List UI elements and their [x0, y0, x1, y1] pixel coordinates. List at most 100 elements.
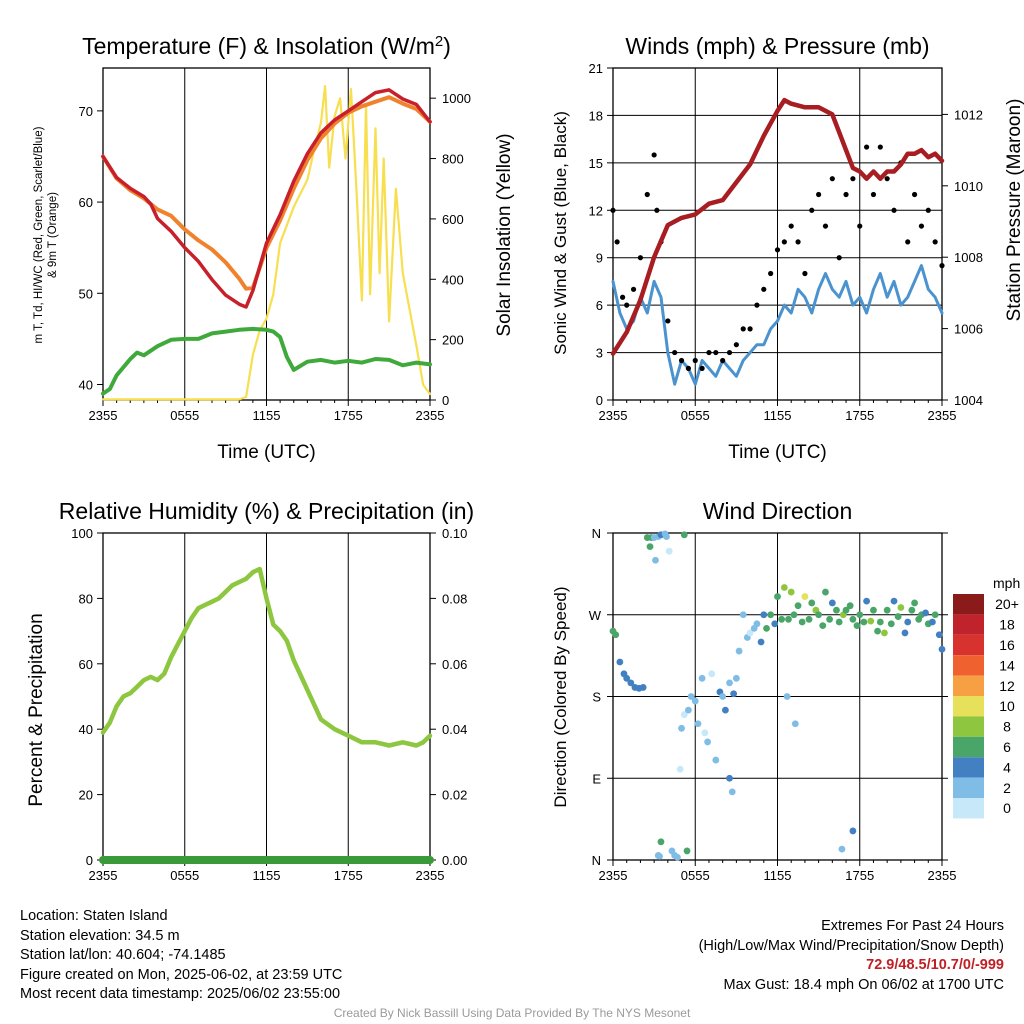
series-line [101, 84, 432, 401]
y2-tick-label: 1008 [954, 250, 983, 265]
gust-point [836, 255, 842, 261]
gust-point [870, 191, 877, 198]
y-tick-label: 20 [79, 788, 93, 803]
y2-tick-label: 800 [442, 152, 464, 167]
direction-point [680, 711, 688, 719]
gust-point [678, 357, 685, 364]
direction-point [708, 670, 716, 678]
y-tick-label: 80 [79, 591, 93, 606]
extremes-values: 72.9/48.5/10.7/0/-999 [866, 957, 1004, 973]
direction-point [908, 606, 916, 614]
legend-swatch [953, 614, 984, 635]
temperature-chart: 2355 0555 1155 1755 2355 Temperature (F) & In… [33, 33, 515, 464]
gust-point [795, 239, 801, 245]
direction-point [780, 584, 788, 591]
gust-point [802, 270, 808, 277]
y-tick-label: W [589, 608, 602, 623]
x-tick-label: 1755 [334, 408, 363, 423]
panel-title: Wind Direction [703, 498, 853, 524]
x-axis-label: Time (UTC) [217, 442, 316, 463]
direction-point [815, 611, 823, 619]
direction-point [646, 543, 654, 551]
direction-point [808, 599, 816, 607]
direction-point [870, 606, 877, 614]
gust-point [918, 223, 925, 229]
direction-point [828, 599, 836, 607]
direction-point [657, 838, 665, 846]
gust-point [720, 357, 726, 364]
y-tick-label: 0 [596, 393, 603, 408]
legend-swatch [953, 798, 984, 819]
winds-pressure-chart: 2355 0555 1155 1755 2355 Winds (mph) & Pressu… [551, 33, 1024, 463]
x-tick-label: 1755 [845, 408, 874, 423]
legend-label: 10 [999, 698, 1015, 714]
y2-tick-label: 0.06 [442, 657, 467, 672]
direction-point [819, 622, 827, 630]
direction-point [663, 533, 670, 541]
direction-point [822, 588, 829, 596]
data-timestamp: Most recent data timestamp: 2025/06/02 2… [20, 986, 341, 1002]
gust-point [651, 152, 657, 158]
series-line [100, 566, 433, 748]
station-elevation: Station elevation: 34.5 m [20, 927, 180, 944]
gust-point [809, 207, 815, 213]
y-axis-label-line1: m T, Td, HI/WC (Red, Green, Scarlet/Blue… [33, 126, 45, 343]
y-axis-label: Direction (Colored By Speed) [551, 586, 570, 807]
direction-point [931, 611, 939, 619]
legend-swatch [953, 777, 984, 798]
gust-point [822, 223, 829, 229]
direction-point [753, 620, 761, 628]
x-tick-label: 2355 [599, 868, 628, 883]
gust-point [733, 342, 739, 348]
y-tick-label: 9 [596, 251, 603, 266]
gust-point [706, 349, 712, 356]
y2-tick-label: 0.10 [442, 526, 467, 541]
direction-point [678, 724, 685, 732]
humidity-precip-chart: 2355 0555 1155 1755 2355 Relative Humidity (%… [26, 498, 474, 883]
x-tick-label: 2355 [89, 868, 118, 883]
direction-point [897, 604, 905, 611]
direction-point [726, 679, 733, 687]
direction-point [652, 556, 659, 564]
gust-point [829, 176, 835, 182]
y-tick-label: 40 [79, 722, 93, 737]
direction-point [929, 618, 936, 626]
direction-point [694, 720, 702, 728]
y-tick-label: E [592, 771, 601, 786]
direction-point [846, 602, 854, 610]
x-tick-label: 2355 [416, 408, 445, 423]
y2-tick-label: 1006 [954, 322, 983, 337]
direction-point [938, 645, 946, 653]
plot-frame [612, 67, 943, 401]
legend-label: 16 [999, 637, 1015, 653]
credit-line: Created By Nick Bassill Using Data Provi… [333, 1006, 691, 1020]
extremes-subtitle: (High/Low/Max Wind/Precipitation/Snow De… [698, 937, 1004, 954]
direction-point [722, 706, 729, 714]
y2-tick-label: 600 [442, 212, 464, 227]
direction-point [935, 631, 943, 639]
direction-point [849, 615, 857, 623]
direction-point [639, 684, 647, 691]
y-tick-label: 6 [596, 298, 603, 313]
gust-point [768, 270, 774, 277]
figure-created: Figure created on Mon, 2025-06-02, at 23… [20, 966, 343, 983]
gust-point [637, 255, 644, 261]
direction-point [887, 620, 895, 628]
x-tick-label: 2355 [416, 868, 445, 883]
panel-title: Winds (mph) & Pressure (mb) [625, 33, 929, 59]
direction-point [842, 606, 850, 614]
direction-point [726, 774, 733, 782]
station-location: Location: Staten Island [20, 908, 168, 924]
gust-point [884, 176, 890, 182]
legend-swatch [953, 716, 984, 737]
max-gust: Max Gust: 18.4 mph On 06/02 at 1700 UTC [723, 976, 1004, 993]
x-tick-label: 1755 [845, 868, 874, 883]
direction-point [676, 765, 684, 773]
y2-tick-label: 1004 [954, 393, 983, 408]
gust-point [624, 302, 630, 308]
legend-swatch [953, 696, 984, 717]
y-tick-label: 15 [589, 156, 603, 171]
direction-point [730, 690, 738, 698]
y2-tick-label: 1010 [954, 179, 983, 194]
legend-label: 4 [1003, 759, 1011, 775]
